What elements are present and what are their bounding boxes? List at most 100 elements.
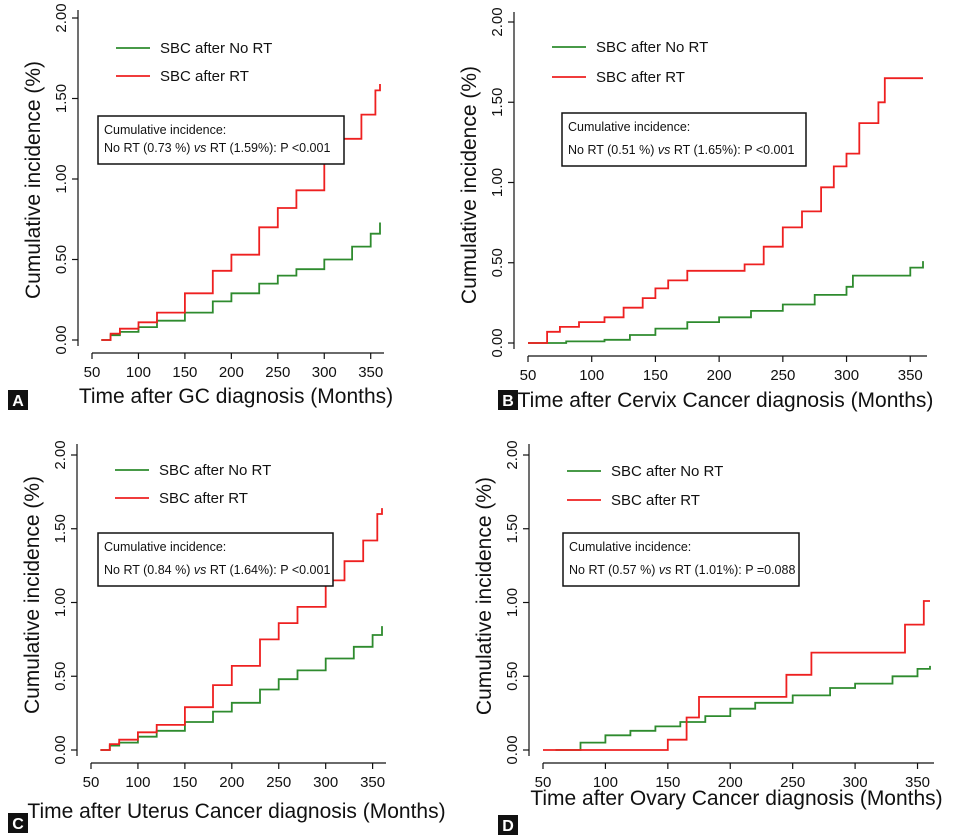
y-tick-label: 1.00 [53,164,70,193]
series-line-no-rt [555,665,931,751]
legend-label: SBC after No RT [160,40,272,57]
series-line-rt [100,508,383,751]
series-line-rt [528,77,923,344]
y-tick-label: 2.00 [489,7,506,36]
chart-panel-a: 0.00 0.50 1.00 1.50 2.00 50 100 150 200 250 300 350… [8,3,393,410]
y-tick-label: 1.50 [504,514,521,543]
annotation-box [561,112,807,167]
x-tick-label: 350 [905,774,930,791]
panel-letter: A [12,393,24,410]
y-tick-label: 1.50 [489,88,506,117]
x-tick-label: 350 [358,364,383,381]
y-tick-label: 1.00 [52,588,69,617]
legend-label: SBC after No RT [159,462,271,479]
y-tick-label: 1.00 [489,168,506,197]
x-tick-label: 100 [593,774,618,791]
x-tick-label: 200 [219,364,244,381]
x-tick-label: 50 [535,774,552,791]
legend-label: SBC after No RT [596,39,708,56]
annotation-part: vs [194,141,207,155]
x-tick-label: 50 [520,367,537,384]
annotation-result: No RT (0.51 %) vs RT (1.65%): P <0.001 [568,143,794,157]
x-tick-label: 200 [718,774,743,791]
x-tick-label: 250 [780,774,805,791]
x-tick-label: 50 [83,774,100,791]
legend-label: SBC after RT [159,490,248,507]
x-axis-title: Time after Ovary Cancer diagnosis (Month… [530,787,942,810]
y-tick-label: 1.00 [504,588,521,617]
x-tick-label: 100 [126,364,151,381]
x-tick-label: 300 [834,367,859,384]
y-tick-label: 2.00 [52,440,69,469]
annotation-part: RT (1.64%): P <0.001 [206,563,330,577]
annotation-part: RT (1.59%): P <0.001 [206,141,330,155]
annotation-title: Cumulative incidence: [568,120,690,134]
x-axis-title: Time after GC diagnosis (Months) [79,385,393,408]
annotation-box [97,532,334,587]
series-line-no-rt [100,626,383,751]
panel-letter: D [502,818,514,835]
panel-letter-box [498,390,518,410]
x-tick-label: 300 [312,364,337,381]
annotation-result: No RT (0.84 %) vs RT (1.64%): P <0.001 [104,563,330,577]
x-tick-label: 300 [313,774,338,791]
x-tick-label: 150 [172,774,197,791]
x-tick-label: 300 [843,774,868,791]
panel-letter-box [498,815,518,835]
annotation-box [562,532,800,587]
y-tick-label: 1.50 [52,514,69,543]
y-tick-label: 2.00 [504,440,521,469]
legend-label: SBC after RT [596,69,685,86]
y-tick-label: 1.50 [53,84,70,113]
annotation-result: No RT (0.73 %) vs RT (1.59%): P <0.001 [104,141,330,155]
annotation-part: No RT (0.57 %) [569,563,659,577]
x-tick-label: 150 [643,367,668,384]
y-tick-label: 0.50 [52,662,69,691]
annotation-part: No RT (0.73 %) [104,141,194,155]
chart-panel-b: 0.00 0.50 1.00 1.50 2.00 50 100 150 200 250 300 350… [458,7,933,412]
legend-label: SBC after RT [160,68,249,85]
series-line-rt [101,84,381,341]
y-axis-title: Cumulative incidence (%) [21,476,44,714]
annotation-title: Cumulative incidence: [104,540,226,554]
series-line-rt [543,600,930,751]
chart-panel-c: 0.00 0.50 1.00 1.50 2.00 50 100 150 200 250 300 350… [8,440,446,833]
y-axis-title: Cumulative incidence (%) [22,61,45,299]
panel-letter: C [12,816,24,833]
y-tick-label: 0.50 [53,245,70,274]
annotation-part: No RT (0.51 %) [568,143,658,157]
x-tick-label: 150 [655,774,680,791]
x-tick-label: 350 [898,367,923,384]
y-tick-label: 0.50 [489,248,506,277]
series-line-no-rt [101,222,381,341]
annotation-title: Cumulative incidence: [104,123,226,137]
annotation-result: No RT (0.57 %) vs RT (1.01%): P =0.088 [569,563,795,577]
y-axis-title: Cumulative incidence (%) [473,477,496,715]
x-tick-label: 200 [707,367,732,384]
y-tick-label: 0.00 [53,325,70,354]
x-tick-label: 250 [265,364,290,381]
x-tick-label: 50 [84,364,101,381]
y-tick-label: 0.50 [504,662,521,691]
x-tick-label: 150 [172,364,197,381]
series-line-no-rt [528,261,924,344]
y-tick-label: 0.00 [52,735,69,764]
annotation-part: vs [659,563,672,577]
annotation-part: vs [658,143,671,157]
x-axis-title: Time after Cervix Cancer diagnosis (Mont… [518,389,934,412]
x-tick-label: 100 [125,774,150,791]
annotation-part: RT (1.01%): P =0.088 [671,563,795,577]
chart-panel-d: 0.00 0.50 1.00 1.50 2.00 50 100 150 200 250 300 350… [473,440,943,835]
annotation-part: No RT (0.84 %) [104,563,194,577]
panel-letter-box [8,813,28,833]
annotation-title: Cumulative incidence: [569,540,691,554]
annotation-box [97,115,345,165]
x-tick-label: 200 [219,774,244,791]
y-tick-label: 2.00 [53,3,70,32]
y-axis-title: Cumulative incidence (%) [458,66,481,304]
legend-label: SBC after RT [611,492,700,509]
x-tick-label: 250 [770,367,795,384]
legend-label: SBC after No RT [611,463,723,480]
annotation-part: RT (1.65%): P <0.001 [670,143,794,157]
